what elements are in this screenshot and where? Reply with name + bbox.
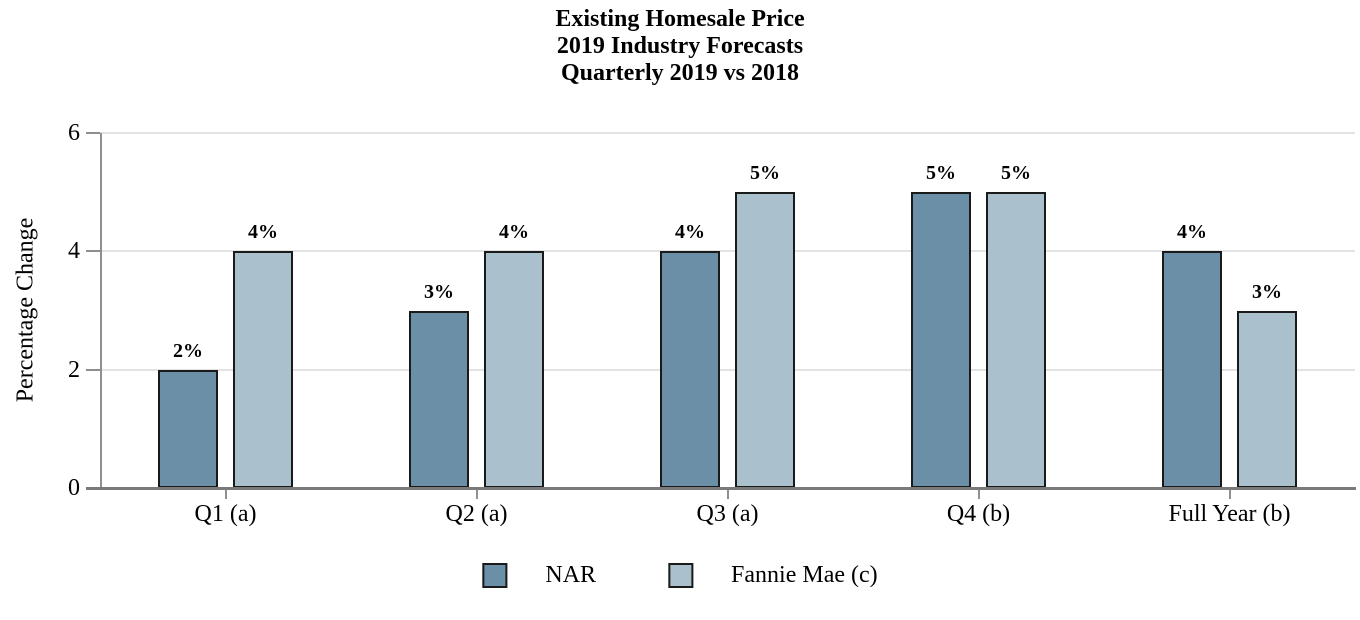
bar-value-label: 4% [1177, 221, 1207, 244]
chart-title-line-2: 2019 Industry Forecasts [556, 33, 804, 59]
x-category-label-5: Full Year (b) [1168, 501, 1291, 527]
bar-value-label: 2% [173, 339, 203, 362]
chart-title: Existing Homesale Price 2019 Industry Fo… [0, 6, 1360, 87]
y-axis-tick-6 [86, 132, 100, 134]
bar-fannie-mae-c-5 [1237, 310, 1297, 488]
x-axis-baseline [86, 486, 1356, 490]
y-tick-label-4: 4 [68, 238, 80, 265]
y-tick-label-6: 6 [68, 120, 80, 146]
gridline-y4 [100, 250, 1355, 253]
legend: NAR Fannie Mae (c) [482, 561, 878, 589]
bar-nar-3 [660, 251, 720, 488]
x-axis-tick-3 [726, 489, 729, 499]
y-tick-label-2: 2 [68, 356, 80, 383]
y-axis-tick-4 [86, 250, 100, 253]
bar-value-label: 5% [1001, 162, 1031, 185]
x-category-label-1: Q1 (a) [194, 501, 257, 527]
chart-title-line-1: Existing Homesale Price [555, 6, 805, 32]
y-tick-label-0: 0 [68, 475, 80, 501]
bar-value-label: 5% [926, 162, 956, 185]
x-category-label-3: Q3 (a) [696, 501, 759, 527]
bar-value-label: 4% [248, 221, 278, 244]
legend-label-fannie-mae: Fannie Mae (c) [731, 562, 878, 588]
bar-value-label: 4% [499, 221, 529, 244]
x-category-label-2: Q2 (a) [445, 501, 508, 527]
x-axis-tick-4 [977, 489, 980, 499]
x-axis-tick-2 [475, 489, 478, 499]
bar-nar-2 [409, 310, 469, 488]
x-axis-tick-5 [1228, 489, 1231, 499]
gridline-y6 [100, 132, 1355, 134]
x-category-label-4: Q4 (b) [946, 501, 1011, 527]
legend-swatch-fannie-mae [668, 562, 694, 588]
legend-label-nar: NAR [545, 562, 597, 588]
y-axis-tick-2 [86, 368, 100, 371]
bar-nar-4 [911, 192, 971, 488]
x-axis-tick-1 [224, 489, 227, 499]
bar-fannie-mae-c-3 [735, 192, 795, 488]
bar-fannie-mae-c-2 [484, 251, 544, 488]
bar-value-label: 3% [424, 280, 454, 303]
bar-fannie-mae-c-4 [986, 192, 1046, 488]
bar-fannie-mae-c-1 [233, 251, 293, 488]
gridline-y2 [100, 368, 1355, 371]
chart-title-line-3: Quarterly 2019 vs 2018 [561, 60, 799, 86]
bar-value-label: 5% [750, 162, 780, 185]
bar-value-label: 3% [1252, 280, 1282, 303]
bar-nar-1 [158, 369, 218, 488]
legend-swatch-nar [482, 562, 508, 588]
bar-value-label: 4% [675, 221, 705, 244]
y-axis-line [100, 133, 102, 488]
bar-nar-5 [1162, 251, 1222, 488]
